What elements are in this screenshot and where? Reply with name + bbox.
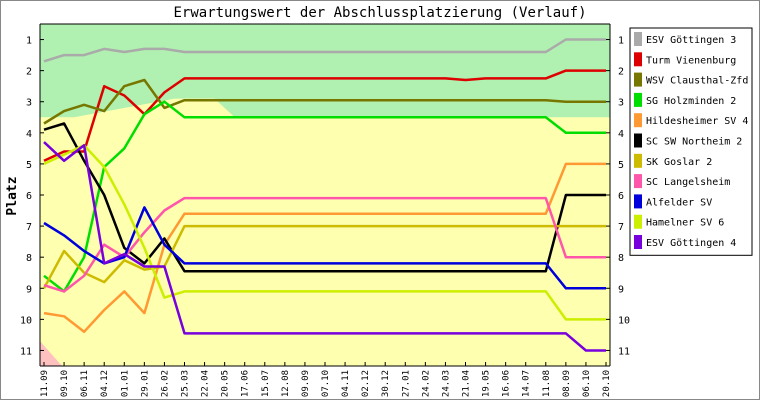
- x-tick-label: 30.12: [381, 370, 391, 397]
- series-line: [42, 224, 606, 289]
- x-tick-label: 04.11: [341, 370, 351, 397]
- x-tick-label: 25.03: [181, 370, 191, 397]
- y-tick-label-right: 3: [618, 98, 624, 109]
- x-tick-label: 09.10: [60, 370, 70, 397]
- legend-label: SG Holzminden 2: [646, 96, 736, 107]
- series-line: [43, 141, 606, 352]
- y-tick-label-left: 2: [26, 67, 32, 78]
- y-tick-label-left: 4: [26, 129, 32, 140]
- legend-swatch: [634, 174, 642, 189]
- x-tick-label: 06.11: [80, 370, 90, 397]
- x-tick-label: 07.10: [321, 370, 331, 397]
- y-tick-label-left: 6: [26, 191, 32, 202]
- y-tick-label-left: 1: [26, 36, 32, 47]
- legend-swatch: [634, 32, 642, 46]
- legend-label: ESV Göttingen 4: [646, 238, 736, 249]
- y-tick-label-left: 3: [26, 98, 32, 109]
- series-line: [43, 100, 606, 293]
- series-line: [43, 122, 606, 273]
- x-tick-label: 11.08: [542, 370, 552, 397]
- x-tick-label: 09.09: [301, 370, 311, 397]
- legend-label: Alfelder SV: [646, 197, 712, 208]
- series-line: [43, 144, 606, 321]
- legend-swatch: [634, 52, 642, 67]
- x-tick-label: 19.05: [482, 370, 492, 397]
- legend-label: SK Goslar 2: [646, 157, 712, 168]
- y-tick-label-right: 2: [618, 67, 624, 78]
- legend-swatch: [634, 72, 642, 87]
- series-line: [43, 206, 606, 290]
- y-tick-label-left: 11: [20, 346, 32, 357]
- x-tick-label: 27.01: [401, 370, 411, 397]
- legend-swatch: [634, 214, 642, 229]
- y-tick-label-right: 6: [618, 191, 624, 202]
- legend: ESV Göttingen 3 Turm Vienenburg WSV Claust…: [629, 27, 753, 256]
- legend-swatch: [634, 194, 642, 209]
- y-tick-label-right: 9: [618, 284, 624, 295]
- x-tick-label: 02.12: [361, 370, 371, 397]
- x-tick-label: 24.03: [441, 370, 451, 397]
- y-tick-label-left: 10: [20, 315, 32, 326]
- legend-label: ESV Göttingen 3: [646, 35, 736, 46]
- y-tick-label-right: 5: [618, 160, 624, 171]
- legend-label: Hildesheimer SV 4: [646, 116, 748, 127]
- x-tick-label: 01.01: [120, 370, 130, 397]
- x-tick-label: 14.07: [522, 370, 532, 397]
- promotion-zone: [40, 24, 610, 118]
- series-line: [43, 38, 606, 63]
- x-tick-label: 12.08: [281, 370, 291, 397]
- x-tick-label: 20.05: [221, 370, 231, 397]
- x-tick-label: 11.09: [40, 370, 50, 397]
- legend-label: Turm Vienenburg: [646, 55, 736, 66]
- y-tick-label-left: 7: [26, 222, 32, 233]
- x-tick-label: 08.09: [562, 370, 572, 397]
- legend-label: SC SW Northeim 2: [646, 137, 742, 148]
- x-tick-label: 26.02: [160, 370, 170, 397]
- y-tick-label-right: 1: [618, 36, 624, 47]
- x-tick-label: 29.01: [140, 370, 150, 397]
- y-tick-label-right: 8: [618, 253, 624, 264]
- y-axis-label: Platz: [5, 176, 20, 215]
- y-tick-label-right: 7: [618, 222, 624, 233]
- y-tick-label-right: 10: [618, 315, 630, 326]
- relegation-zone: [40, 341, 62, 366]
- x-tick-label: 17.06: [241, 370, 251, 397]
- legend-swatch: [634, 153, 642, 168]
- legend-label: WSV Clausthal-Zfd: [646, 76, 748, 87]
- series-line: [43, 162, 606, 334]
- legend-label: SC Langelsheim: [646, 177, 730, 188]
- legend-swatch: [634, 113, 642, 128]
- x-tick-label: 06.10: [582, 370, 592, 397]
- x-tick-label: 24.02: [421, 370, 431, 397]
- x-tick-label: 15.07: [261, 370, 271, 397]
- legend-swatch: [634, 133, 642, 148]
- series-line: [43, 69, 606, 162]
- x-tick-label: 22.04: [201, 370, 211, 397]
- series-line: [43, 196, 606, 293]
- y-tick-label-left: 5: [26, 160, 32, 171]
- legend-swatch: [634, 235, 642, 249]
- y-tick-label-left: 8: [26, 253, 32, 264]
- legend-swatch: [634, 92, 642, 107]
- legend-label: Hamelner SV 6: [646, 218, 724, 229]
- y-tick-label-right: 11: [618, 346, 630, 357]
- legend-box: [629, 27, 753, 256]
- series-line: [43, 78, 606, 125]
- x-tick-label: 04.12: [100, 370, 110, 397]
- y-tick-label-right: 4: [618, 129, 624, 140]
- x-tick-label: 21.04: [462, 370, 472, 397]
- chart-title: Erwartungswert der Abschlussplatzierung …: [173, 5, 586, 21]
- x-tick-label: 16.06: [502, 370, 512, 397]
- x-tick-label: 20.10: [602, 370, 612, 397]
- y-tick-label-left: 9: [26, 284, 32, 295]
